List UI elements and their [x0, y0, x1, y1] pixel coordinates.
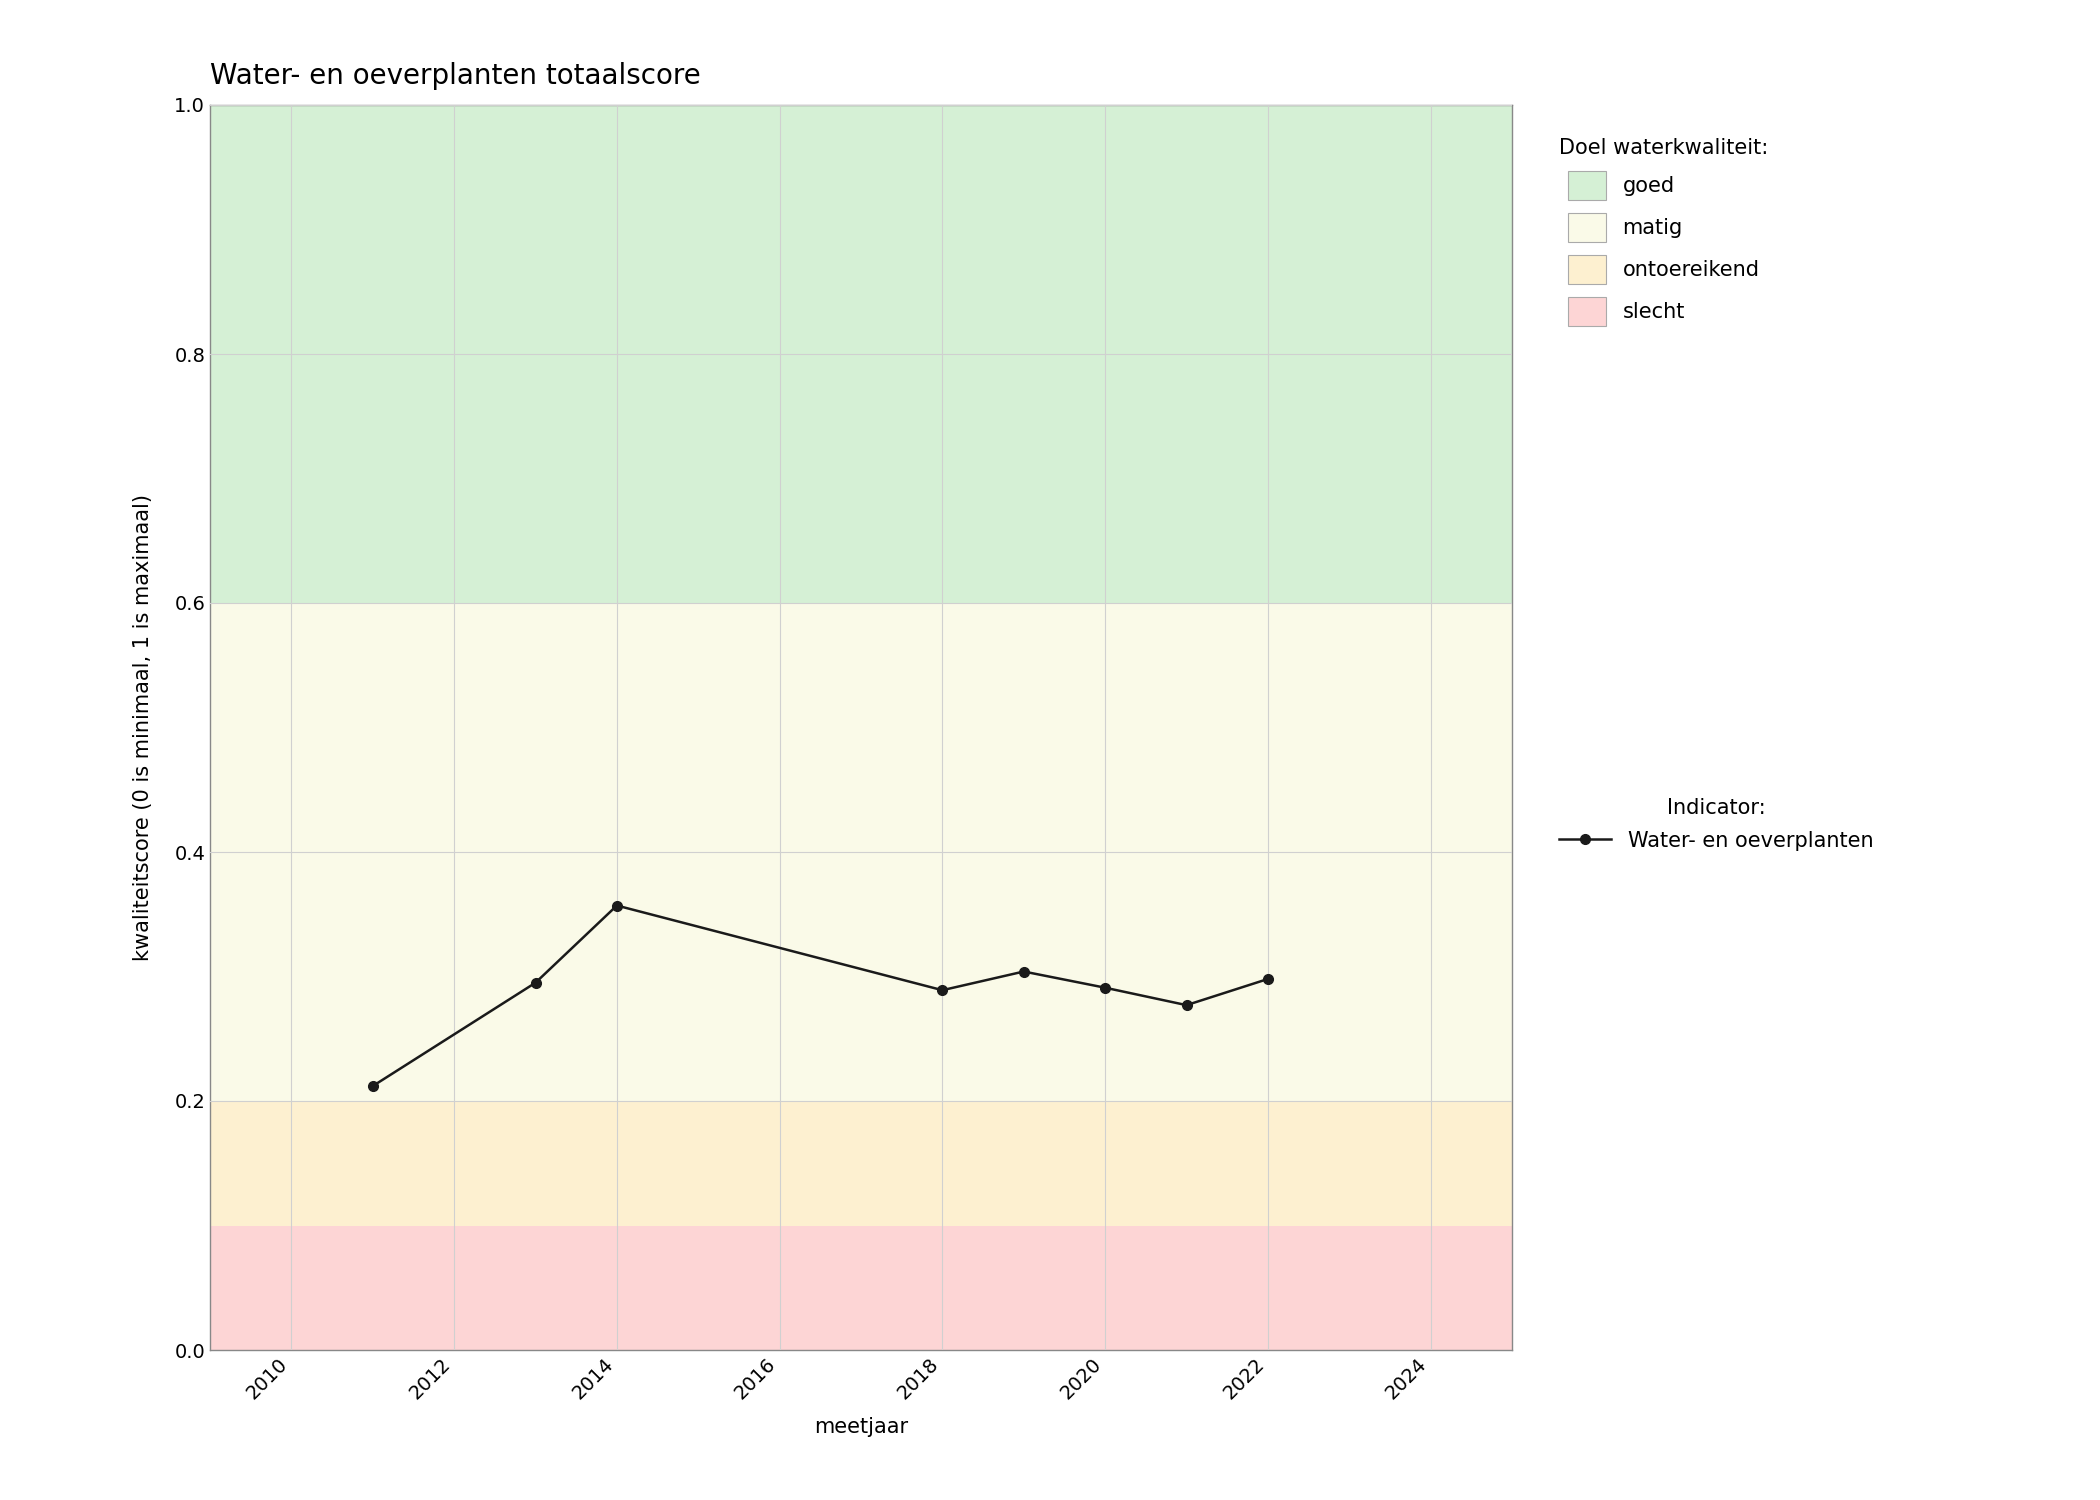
Bar: [210, 603, 1512, 1101]
Water- en oeverplanten: [1256, 970, 1281, 988]
Y-axis label: kwaliteitscore (0 is minimaal, 1 is maximaal): kwaliteitscore (0 is minimaal, 1 is maxi…: [134, 494, 153, 962]
Bar: [210, 1101, 1512, 1226]
Water- en oeverplanten: [605, 897, 630, 915]
Water- en oeverplanten: [361, 1077, 386, 1095]
Water- en oeverplanten: [1174, 996, 1199, 1014]
Legend: Water- en oeverplanten: Water- en oeverplanten: [1552, 789, 1882, 859]
Bar: [210, 105, 1512, 603]
Water- en oeverplanten: [1012, 963, 1037, 981]
Text: Water- en oeverplanten totaalscore: Water- en oeverplanten totaalscore: [210, 62, 701, 90]
Line: Water- en oeverplanten: Water- en oeverplanten: [368, 900, 1273, 1090]
Water- en oeverplanten: [1092, 978, 1117, 996]
Water- en oeverplanten: [930, 981, 956, 999]
Water- en oeverplanten: [523, 974, 548, 992]
Bar: [210, 1226, 1512, 1350]
X-axis label: meetjaar: meetjaar: [815, 1418, 907, 1437]
